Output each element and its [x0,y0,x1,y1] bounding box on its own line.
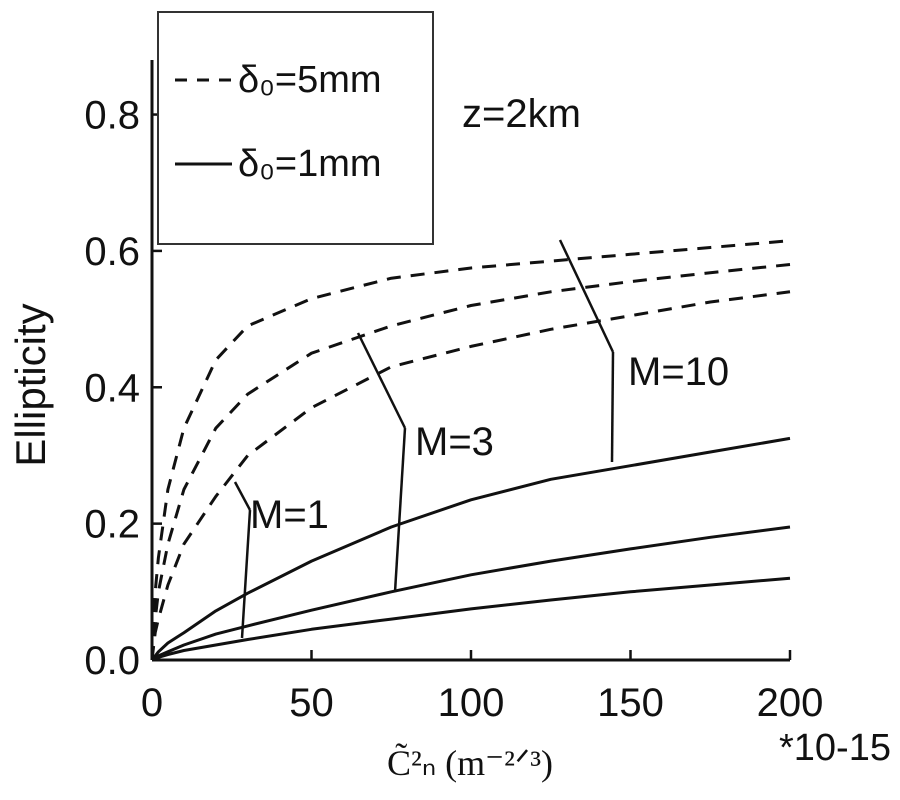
x-tick-label: 100 [438,681,505,725]
x-tick-label: 150 [597,681,664,725]
series-line-1mm-m1 [151,576,791,662]
series-line-5mm-m10 [150,239,791,661]
annotation-m3-arrow-up [356,332,407,429]
annotation-m3: M=3 [356,332,494,593]
y-tick-label: 0.8 [84,94,140,138]
plot-area: 0 50 100 150 200 0.0 0.2 0.4 0.6 0.8 [84,60,823,725]
x-axis-multiplier: *10-15 [779,727,891,769]
legend-label-1mm: δ₀=1mm [238,143,382,185]
annotation-m3-arrow-down [393,427,407,593]
annotation-m3-label: M=3 [415,420,494,464]
annotation-m1: M=1 [233,481,329,639]
y-tick-label: 0.2 [84,503,140,547]
series-line-5mm-m1 [150,290,791,661]
annotation-m1-arrow-down [240,509,252,639]
series-layer [150,239,791,662]
y-tick-label: 0.4 [84,366,140,410]
annotation-m10-label: M=10 [628,350,729,394]
series-line-1mm-m10 [150,436,791,661]
x-axis-title: C̃²ₙ (m⁻²ᐟ³) [387,743,553,783]
x-tick-label: 50 [289,681,334,725]
annotation-m1-arrow-up [233,481,252,511]
annotation-m1-label: M=1 [250,493,329,537]
x-tick-label: 0 [141,681,163,725]
annotation-m10-arrow-down [610,351,615,463]
series-line-1mm-m3 [151,525,791,662]
y-tick-label: 0.6 [84,230,140,274]
annotation-z: z=2km [462,92,581,136]
legend-label-5mm: δ₀=5mm [238,59,382,101]
x-tick-label: 200 [757,681,824,725]
annotation-m10: M=10 [558,239,729,463]
series-line-5mm-m3 [150,263,791,661]
legend-box [157,11,434,245]
y-tick-label: 0.0 [84,639,140,683]
legend: δ₀=5mm δ₀=1mm [157,11,434,245]
y-axis-title: Ellipticity [7,303,54,466]
annotation-m10-arrow-up [558,239,615,353]
axis-tick-labels: 0 50 100 150 200 0.0 0.2 0.4 0.6 0.8 [84,94,823,725]
